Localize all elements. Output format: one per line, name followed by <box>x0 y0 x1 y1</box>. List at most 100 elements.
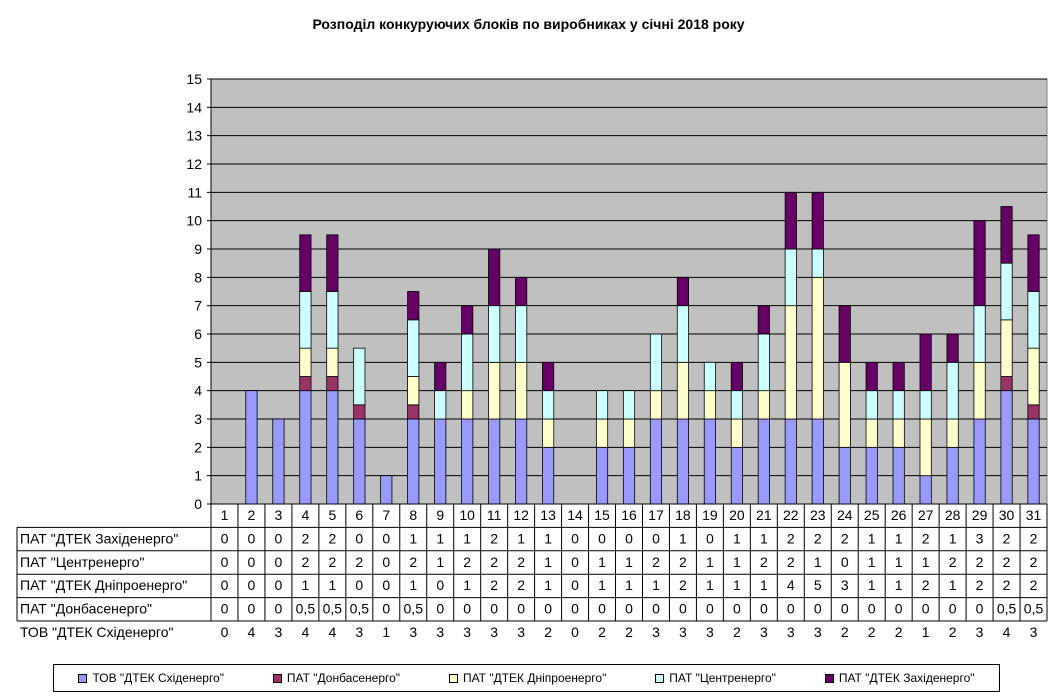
table-row-label: ТОВ "ДТЕК Східенерго" <box>20 624 173 640</box>
data-label: 2 <box>652 554 660 570</box>
data-label: 0 <box>436 601 444 617</box>
data-label: 0 <box>625 601 633 617</box>
bar-segment-series-4-day-12 <box>515 305 528 363</box>
y-tick-label: 3 <box>194 411 202 427</box>
bar-segment-series-4-day-25 <box>865 390 878 420</box>
data-label: 0 <box>382 577 390 593</box>
data-label: 1 <box>301 577 309 593</box>
data-label: 0 <box>841 554 849 570</box>
data-label: 2 <box>787 530 795 546</box>
data-label: 3 <box>976 530 984 546</box>
y-tick-label: 14 <box>186 99 202 115</box>
x-tick-label: 26 <box>891 507 907 523</box>
data-label: 0 <box>652 530 660 546</box>
bar-segment-series-1-day-30 <box>1000 390 1013 505</box>
data-label: 1 <box>598 577 606 593</box>
bar-segment-series-1-day-6 <box>353 418 366 505</box>
bar-segment-series-3-day-25 <box>865 418 878 448</box>
bar-segment-series-4-day-16 <box>622 390 636 420</box>
bar-segment-series-2-day-6 <box>353 404 366 420</box>
bar-segment-series-1-day-9 <box>434 418 447 505</box>
bar-segment-series-5-day-29 <box>973 220 986 307</box>
data-label: 0,5 <box>997 601 1017 617</box>
legend-item: ПАТ "Донбасенерго" <box>272 671 400 685</box>
data-label: 0 <box>571 554 579 570</box>
bar-segment-series-1-day-29 <box>973 418 986 505</box>
bar-segment-series-4-day-10 <box>461 333 474 392</box>
data-label: 0 <box>275 577 283 593</box>
table-row-label: ПАТ "Центренерго" <box>20 554 144 570</box>
legend-swatch <box>448 673 458 683</box>
bar-segment-series-3-day-15 <box>595 418 609 448</box>
bar-segment-series-4-day-23 <box>811 248 824 278</box>
bar-segment-series-5-day-8 <box>407 291 420 321</box>
data-label: 1 <box>598 554 606 570</box>
bar-segment-series-3-day-19 <box>703 390 716 420</box>
bar-segment-series-4-day-29 <box>973 305 986 363</box>
data-label: 2 <box>355 554 363 570</box>
bar-segment-series-5-day-10 <box>461 305 474 335</box>
data-label: 2 <box>814 530 822 546</box>
data-label: 0 <box>598 601 606 617</box>
x-tick-label: 12 <box>513 507 529 523</box>
data-label: 0 <box>949 601 957 617</box>
data-label: 1 <box>436 554 444 570</box>
x-tick-label: 22 <box>783 507 799 523</box>
bar-segment-series-3-day-4 <box>299 347 312 377</box>
table-row-label: ПАТ "ДТЕК Дніпроенерго" <box>20 577 187 593</box>
bar-segment-series-1-day-4 <box>299 390 312 505</box>
y-tick-label: 15 <box>186 71 202 87</box>
data-label: 0 <box>571 601 579 617</box>
bar-segment-series-5-day-13 <box>542 361 555 392</box>
bar-segment-series-5-day-27 <box>919 333 932 392</box>
legend-swatch <box>78 673 88 683</box>
data-label: 2 <box>409 554 417 570</box>
x-tick-label: 16 <box>621 507 637 523</box>
x-tick-label: 7 <box>382 507 390 523</box>
data-label: 0 <box>382 554 390 570</box>
data-label: 0 <box>221 530 229 546</box>
legend-swatch <box>655 673 665 683</box>
y-tick-label: 6 <box>194 326 202 342</box>
x-tick-label: 4 <box>301 507 309 523</box>
legend-item: ПАТ "Центренерго" <box>655 671 776 685</box>
bar-segment-series-4-day-22 <box>784 248 797 307</box>
bar-segment-series-5-day-18 <box>676 276 689 307</box>
data-label: 2 <box>625 624 633 640</box>
bar-segment-series-4-day-13 <box>542 390 555 420</box>
data-label: 1 <box>409 530 417 546</box>
legend-swatch <box>824 673 834 683</box>
bar-segment-series-4-day-18 <box>676 305 689 363</box>
data-label: 0 <box>221 601 229 617</box>
data-label: 0 <box>868 601 876 617</box>
data-label: 0 <box>275 554 283 570</box>
data-label: 3 <box>787 624 795 640</box>
data-label: 3 <box>275 624 283 640</box>
chart-title: Розподіл конкуруючих блоків по виробника… <box>312 16 745 32</box>
data-label: 2 <box>301 554 309 570</box>
x-tick-label: 19 <box>702 507 718 523</box>
bar-segment-series-4-day-27 <box>919 390 932 420</box>
legend-item: ТОВ "ДТЕК Східенерго" <box>78 671 224 685</box>
data-label: 2 <box>976 577 984 593</box>
bar-segment-series-3-day-18 <box>676 361 689 420</box>
x-tick-label: 8 <box>409 507 417 523</box>
bar-segment-series-3-day-28 <box>946 418 959 448</box>
bar-segment-series-2-day-4 <box>299 376 312 392</box>
bar-segment-series-4-day-6 <box>353 347 366 406</box>
data-label: 3 <box>409 624 417 640</box>
data-label: 0,5 <box>1024 601 1044 617</box>
bar-segment-series-1-day-12 <box>515 418 528 505</box>
data-label: 2 <box>1003 577 1011 593</box>
data-label: 0 <box>625 530 633 546</box>
x-tick-label: 17 <box>648 507 664 523</box>
data-label: 2 <box>328 530 336 546</box>
data-label: 0 <box>544 601 552 617</box>
bar-segment-series-3-day-8 <box>407 376 420 406</box>
data-label: 0 <box>814 601 822 617</box>
x-tick-label: 28 <box>945 507 961 523</box>
data-label: 2 <box>490 577 498 593</box>
data-label: 4 <box>787 577 795 593</box>
x-tick-label: 3 <box>275 507 283 523</box>
data-label: 3 <box>490 624 498 640</box>
